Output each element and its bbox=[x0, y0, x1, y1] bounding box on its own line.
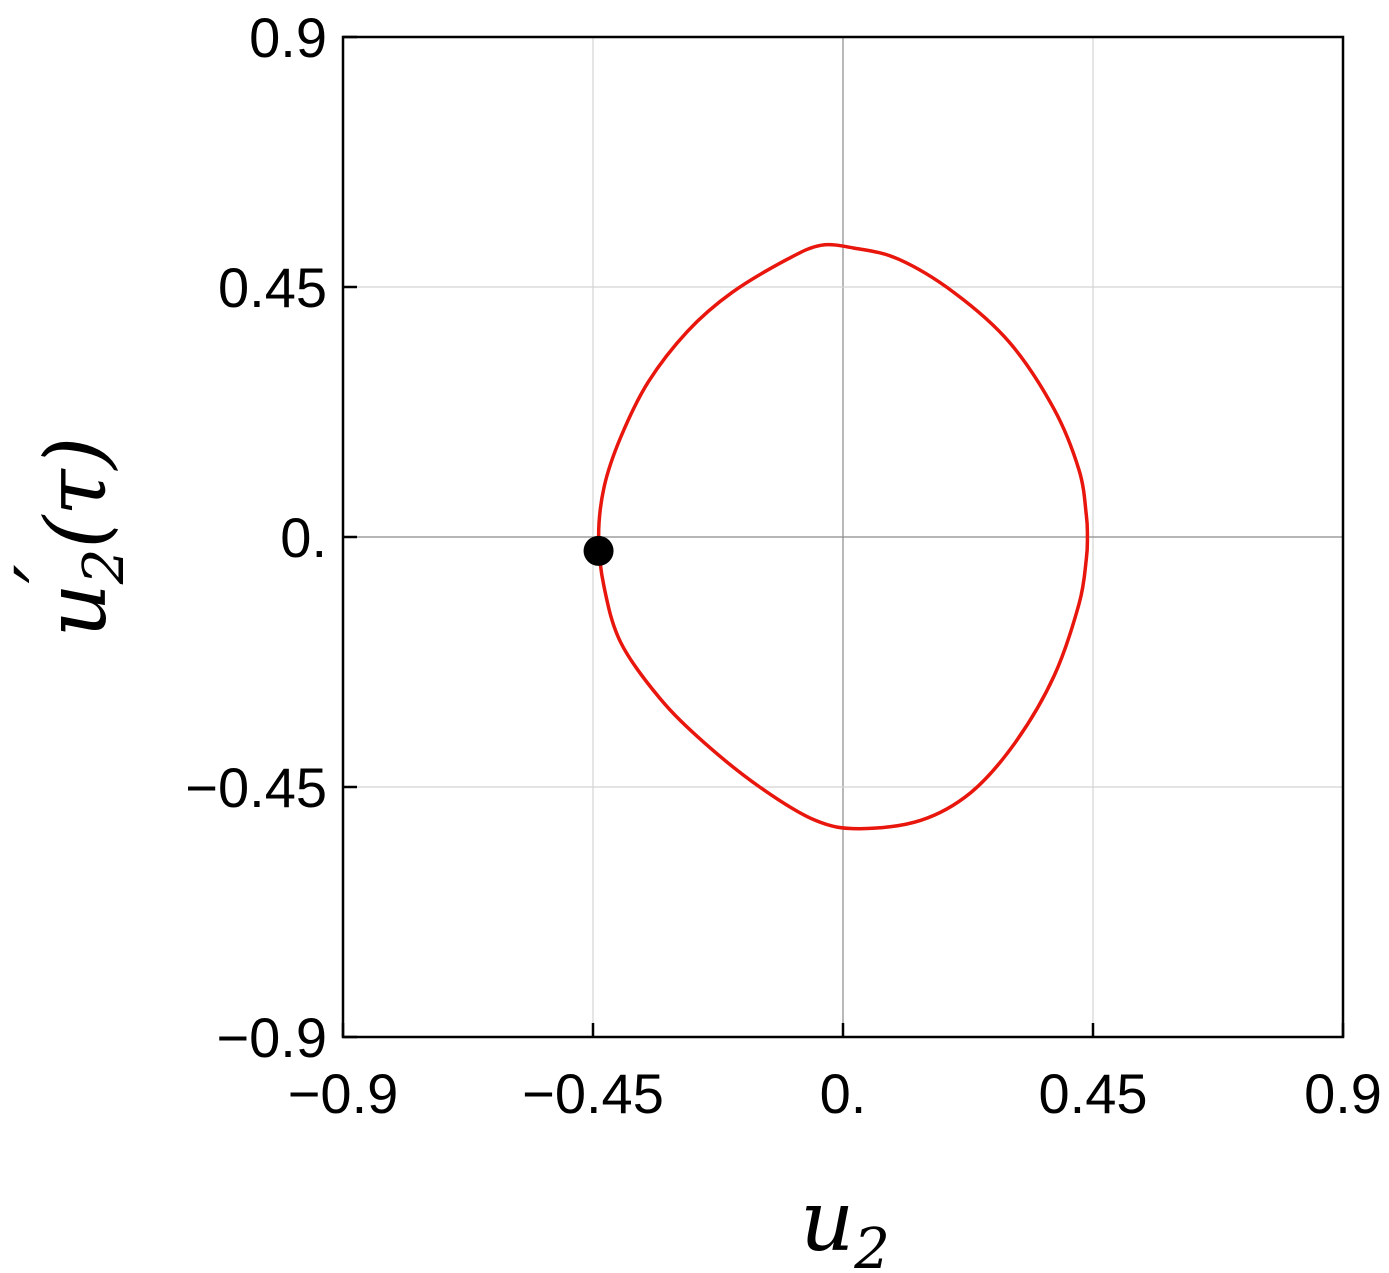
y-tick-label-0: −0.9 bbox=[216, 1006, 327, 1069]
x-axis-label-sub: 2 bbox=[853, 1217, 890, 1273]
x-tick-label-3: 0.45 bbox=[1039, 1062, 1148, 1125]
y-tick-label-3: 0.45 bbox=[218, 256, 327, 319]
curve-layer bbox=[583, 242, 1090, 831]
grid-lines bbox=[343, 37, 1343, 1037]
y-axis-label: u′2(τ) bbox=[0, 437, 137, 638]
x-tick-label-1: −0.45 bbox=[522, 1062, 664, 1125]
tick-marks bbox=[341, 35, 1345, 1039]
x-tick-label-2: 0. bbox=[820, 1062, 867, 1125]
x-tick-label-4: 0.9 bbox=[1304, 1062, 1382, 1125]
y-tick-label-1: −0.45 bbox=[185, 756, 327, 819]
x-tick-label-0: −0.9 bbox=[288, 1062, 399, 1125]
y-tick-label-4: 0.9 bbox=[249, 6, 327, 69]
y-axis-label-main: u bbox=[27, 583, 125, 637]
x-axis-label-main: u bbox=[800, 1172, 854, 1270]
y-axis-label-sub: 2 bbox=[72, 549, 137, 586]
x-axis-label: u2 bbox=[800, 1172, 890, 1273]
y-axis-label-prime: ′ bbox=[0, 564, 95, 583]
x-tick-labels: −0.9 −0.45 0. 0.45 0.9 bbox=[288, 1062, 1382, 1125]
phase-curve-0 bbox=[596, 242, 1090, 831]
y-tick-labels: −0.9 −0.45 0. 0.45 0.9 bbox=[185, 6, 327, 1069]
y-tick-label-2: 0. bbox=[280, 506, 327, 569]
start-point-marker bbox=[583, 535, 614, 566]
y-axis-label-arg: (τ) bbox=[27, 437, 125, 549]
